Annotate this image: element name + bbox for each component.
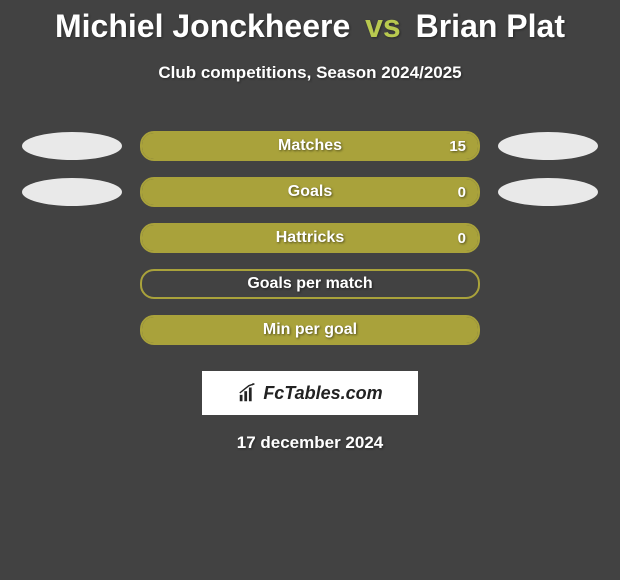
fctables-logo[interactable]: FcTables.com [202, 371, 418, 415]
stat-value: 15 [449, 138, 466, 155]
stat-value: 0 [458, 230, 466, 247]
vs-text: vs [365, 8, 401, 44]
stat-row: Matches 15 [0, 123, 620, 169]
stat-row: Hattricks 0 [0, 215, 620, 261]
stat-bar: Min per goal [140, 315, 480, 345]
comparison-title: Michiel Jonckheere vs Brian Plat [0, 0, 620, 45]
stat-value: 0 [458, 184, 466, 201]
left-ellipse [22, 132, 122, 160]
stat-label: Hattricks [276, 229, 344, 247]
stat-label: Goals per match [247, 275, 372, 293]
stat-bar: Goals 0 [140, 177, 480, 207]
stat-label: Min per goal [263, 321, 357, 339]
logo-text: FcTables.com [263, 383, 382, 404]
stat-rows: Matches 15 Goals 0 Hattricks 0 Goals per match… [0, 123, 620, 353]
chart-icon [237, 382, 259, 404]
subtitle: Club competitions, Season 2024/2025 [0, 63, 620, 83]
stat-row: Min per goal [0, 307, 620, 353]
stat-row: Goals 0 [0, 169, 620, 215]
stat-label: Matches [278, 137, 342, 155]
stat-label: Goals [288, 183, 332, 201]
stat-bar: Matches 15 [140, 131, 480, 161]
stat-bar: Goals per match [140, 269, 480, 299]
stat-bar: Hattricks 0 [140, 223, 480, 253]
stat-row: Goals per match [0, 261, 620, 307]
left-ellipse [22, 178, 122, 206]
right-ellipse [498, 132, 598, 160]
date-text: 17 december 2024 [0, 433, 620, 453]
player1-name: Michiel Jonckheere [55, 8, 350, 44]
right-ellipse [498, 178, 598, 206]
player2-name: Brian Plat [416, 8, 565, 44]
